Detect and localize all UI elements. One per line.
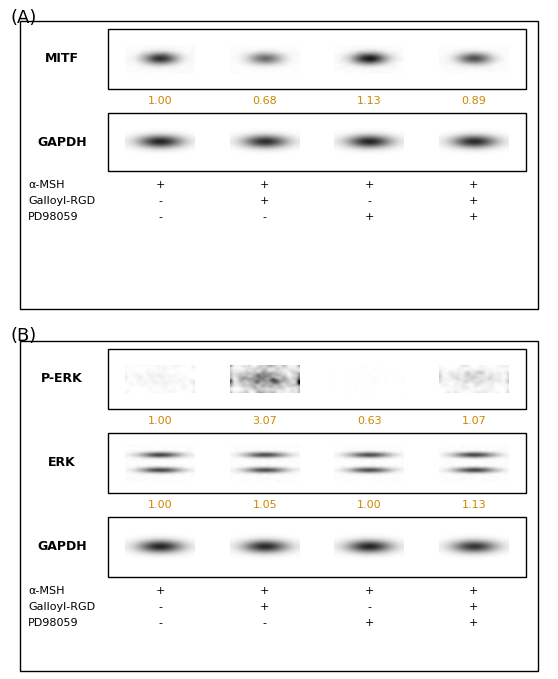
Text: α-MSH: α-MSH [28, 586, 65, 596]
Text: -: - [158, 618, 162, 628]
Text: ERK: ERK [48, 456, 76, 469]
Text: GAPDH: GAPDH [37, 540, 87, 553]
Text: +: + [469, 196, 478, 206]
Text: PD98059: PD98059 [28, 212, 79, 222]
FancyBboxPatch shape [20, 21, 538, 309]
Text: +: + [260, 586, 270, 596]
Text: -: - [263, 618, 267, 628]
Text: -: - [367, 602, 371, 612]
Text: +: + [260, 196, 270, 206]
Text: (B): (B) [10, 327, 36, 345]
Text: -: - [158, 602, 162, 612]
Text: -: - [158, 212, 162, 222]
Text: +: + [364, 180, 374, 190]
Text: +: + [364, 212, 374, 222]
Text: -: - [158, 196, 162, 206]
Text: +: + [156, 586, 165, 596]
Text: 1.07: 1.07 [461, 416, 486, 426]
Text: (A): (A) [10, 9, 36, 27]
Text: 1.00: 1.00 [357, 500, 382, 510]
Text: 0.68: 0.68 [252, 96, 277, 106]
Text: +: + [260, 602, 270, 612]
Text: P-ERK: P-ERK [41, 373, 83, 386]
Text: 1.00: 1.00 [148, 416, 172, 426]
Text: +: + [469, 180, 478, 190]
Text: +: + [260, 180, 270, 190]
Text: -: - [263, 212, 267, 222]
FancyBboxPatch shape [108, 113, 526, 171]
Text: Galloyl-RGD: Galloyl-RGD [28, 602, 95, 612]
Text: 0.89: 0.89 [461, 96, 486, 106]
Text: 3.07: 3.07 [252, 416, 277, 426]
Text: 1.00: 1.00 [148, 500, 172, 510]
Text: +: + [469, 618, 478, 628]
FancyBboxPatch shape [20, 341, 538, 671]
Text: GAPDH: GAPDH [37, 136, 87, 149]
Text: 1.05: 1.05 [252, 500, 277, 510]
Text: -: - [367, 196, 371, 206]
Text: +: + [469, 602, 478, 612]
Text: +: + [364, 586, 374, 596]
Text: 1.13: 1.13 [357, 96, 382, 106]
FancyBboxPatch shape [108, 349, 526, 409]
Text: Galloyl-RGD: Galloyl-RGD [28, 196, 95, 206]
Text: 1.13: 1.13 [461, 500, 486, 510]
Text: 1.00: 1.00 [148, 96, 172, 106]
FancyBboxPatch shape [108, 517, 526, 577]
FancyBboxPatch shape [108, 433, 526, 493]
Text: +: + [156, 180, 165, 190]
Text: 0.63: 0.63 [357, 416, 382, 426]
Text: PD98059: PD98059 [28, 618, 79, 628]
Text: +: + [364, 618, 374, 628]
Text: α-MSH: α-MSH [28, 180, 65, 190]
Text: +: + [469, 586, 478, 596]
Text: MITF: MITF [45, 52, 79, 65]
Text: +: + [469, 212, 478, 222]
FancyBboxPatch shape [108, 29, 526, 89]
